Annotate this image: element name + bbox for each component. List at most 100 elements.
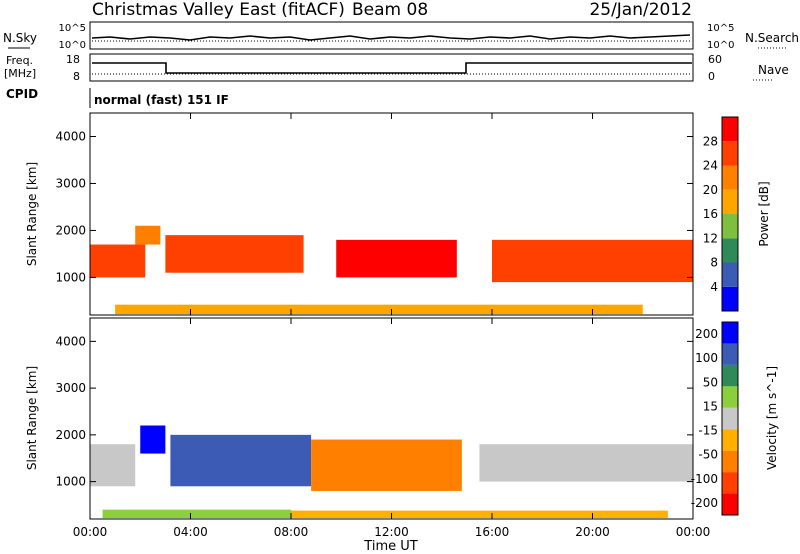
nave-tick-bottom: 0 (708, 70, 715, 83)
power-ytick-label: 1000 (55, 270, 86, 284)
velocity-colorbar-segment (722, 450, 738, 473)
velocity-colorbar-tick: 100 (695, 351, 718, 365)
nsearch-label: N.Search (745, 31, 799, 45)
xtick-label: 08:00 (274, 525, 309, 539)
velocity-colorbar-segment (722, 472, 738, 494)
nsky-tick-top: 10^5 (59, 23, 86, 34)
power-colorbar-segment (722, 238, 738, 263)
power-ytick-label: 3000 (55, 176, 86, 190)
freq-panel-frame (89, 53, 694, 82)
velocity-colorbar-tick: 15 (703, 399, 718, 413)
power-echo-band (336, 239, 457, 278)
nsky-panel-frame (89, 21, 694, 50)
power-echo-band (492, 239, 693, 283)
power-panel: 1000 2000 3000 4000 Slant Range [km] 4 8 12 16… (25, 112, 771, 316)
cpid-text: normal (fast) 151 IF (94, 93, 229, 107)
power-colorbar-segment (722, 165, 738, 190)
nsky-trace (91, 34, 691, 41)
velocity-echo-band (479, 444, 693, 482)
power-colorbar-tick: 8 (710, 256, 718, 270)
power-ytick-label: 4000 (55, 129, 86, 143)
velocity-colorbar-tick: -200 (691, 496, 718, 510)
velocity-echo-band (140, 425, 166, 454)
power-colorbar-segment (722, 214, 738, 239)
power-colorbar-tick: 24 (703, 159, 718, 173)
power-y-axis: 1000 2000 3000 4000 (55, 129, 693, 284)
power-colorbar-segment (722, 189, 738, 214)
velocity-ytick-label: 4000 (55, 334, 86, 348)
freq-tick-top: 18 (66, 53, 80, 66)
power-plot-frame (89, 112, 694, 316)
time-axis: 00:00 04:00 08:00 12:00 16:00 20:00 00:00 (73, 113, 711, 539)
freq-trace (92, 62, 692, 74)
velocity-colorbar-frame (721, 321, 739, 516)
velocity-colorbar-segment (722, 386, 738, 408)
xtick-label: 20:00 (575, 525, 610, 539)
velocity-echo-band (170, 434, 312, 487)
velocity-y-axis: 1000 2000 3000 4000 (55, 334, 693, 489)
velocity-colorbar-segment (722, 322, 738, 344)
velocity-colorbar-tick: -15 (698, 424, 718, 438)
power-colorbar-segment (722, 286, 738, 311)
freq-label-2: [MHz] (4, 67, 36, 80)
beam-label: Beam 08 (352, 0, 428, 20)
date-label: 25/Jan/2012 (589, 0, 692, 20)
velocity-colorbar-segment (722, 493, 738, 515)
xtick-label: 12:00 (374, 525, 409, 539)
velocity-echo-band (311, 439, 462, 491)
velocity-colorbar-tick: 200 (695, 327, 718, 341)
velocity-ytick-label: 1000 (55, 475, 86, 489)
velocity-ylabel: Slant Range [km] (25, 366, 39, 470)
power-colorbar-tick: 16 (703, 207, 718, 221)
power-colorbar-segment (722, 262, 738, 287)
velocity-colorbar: 200 100 50 15 -15 -50 -100 -200 (691, 321, 739, 516)
velocity-ytick-label: 2000 (55, 428, 86, 442)
nsearch-tick-top: 10^5 (707, 23, 734, 34)
power-echo-band (90, 244, 146, 278)
xtick-label: 00:00 (73, 525, 108, 539)
velocity-echo-band (90, 444, 136, 487)
nsearch-tick-bottom: 10^0 (707, 40, 734, 51)
velocity-colorbar-segment (722, 343, 738, 365)
time-axis-label: Time UT (363, 539, 417, 554)
velocity-ytick-label: 3000 (55, 381, 86, 395)
velocity-colorbar-segment (722, 407, 738, 430)
power-echo-band (115, 304, 643, 315)
power-colorbar-label: Power [dB] (757, 181, 771, 246)
power-echo-band (165, 235, 304, 273)
power-colorbar-tick: 20 (703, 183, 718, 197)
velocity-echo-band (102, 509, 291, 519)
nsky-tick-bottom: 10^0 (59, 40, 86, 51)
xtick-label: 16:00 (475, 525, 510, 539)
velocity-colorbar-tick: -100 (691, 472, 718, 486)
xtick-label: 00:00 (676, 525, 711, 539)
velocity-colorbar-tick: -50 (698, 448, 718, 462)
velocity-colorbar-tick: 50 (703, 375, 718, 389)
velocity-echo-band (291, 510, 668, 519)
power-colorbar-tick: 28 (703, 134, 718, 148)
power-colorbar-frame (721, 116, 739, 312)
freq-label-1: Freq. (6, 54, 33, 67)
power-colorbar-tick: 12 (703, 231, 718, 245)
velocity-colorbar-segment (722, 429, 738, 451)
power-data-layer (90, 225, 693, 315)
figure-title: Christmas Valley East (fitACF) (92, 0, 345, 20)
power-colorbar-tick: 4 (710, 280, 718, 294)
power-ylabel: Slant Range [km] (25, 162, 39, 266)
cpid-label: CPID (6, 87, 38, 101)
nsky-label: N.Sky (3, 31, 37, 45)
velocity-colorbar-label: Velocity [m s^-1] (765, 366, 779, 470)
velocity-data-layer (90, 425, 693, 519)
nave-tick-top: 60 (708, 53, 722, 66)
nave-label: Nave (758, 63, 789, 77)
power-colorbar: 4 8 12 16 20 24 28 (703, 116, 739, 312)
power-echo-band (135, 225, 161, 245)
velocity-colorbar-segment (722, 364, 738, 387)
power-colorbar-segment (722, 141, 738, 166)
power-ytick-label: 2000 (55, 223, 86, 237)
power-colorbar-segment (722, 117, 738, 142)
freq-tick-bottom: 8 (73, 70, 80, 83)
xtick-label: 04:00 (173, 525, 208, 539)
